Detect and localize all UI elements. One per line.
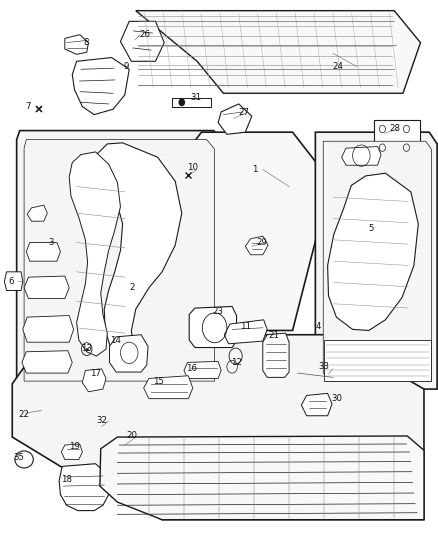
Polygon shape [82, 369, 106, 392]
Text: 32: 32 [96, 416, 107, 424]
Polygon shape [315, 132, 437, 389]
Text: 15: 15 [153, 377, 164, 385]
Polygon shape [26, 243, 60, 261]
Polygon shape [95, 143, 182, 356]
Text: 5: 5 [368, 224, 374, 232]
Polygon shape [224, 320, 267, 344]
Polygon shape [164, 132, 331, 330]
Polygon shape [263, 333, 289, 377]
Polygon shape [301, 393, 332, 416]
Polygon shape [24, 276, 69, 298]
Polygon shape [24, 140, 215, 381]
Text: 33: 33 [319, 362, 330, 371]
Text: 11: 11 [240, 322, 251, 330]
Polygon shape [4, 272, 23, 290]
Polygon shape [218, 104, 252, 134]
Text: 13: 13 [81, 344, 92, 352]
Polygon shape [120, 21, 164, 61]
Polygon shape [245, 236, 268, 255]
Text: 20: 20 [126, 432, 137, 440]
Polygon shape [12, 335, 424, 520]
Polygon shape [172, 98, 211, 107]
Text: 28: 28 [389, 125, 400, 133]
Text: 23: 23 [212, 308, 223, 316]
Polygon shape [17, 131, 223, 389]
Text: 16: 16 [186, 365, 197, 373]
Text: 19: 19 [69, 442, 80, 451]
Polygon shape [61, 444, 82, 459]
Text: 27: 27 [239, 109, 250, 117]
Polygon shape [328, 173, 418, 330]
Text: 31: 31 [191, 93, 201, 102]
Text: 2: 2 [129, 284, 135, 292]
Polygon shape [110, 335, 148, 372]
Text: 12: 12 [231, 358, 242, 367]
Text: 35: 35 [13, 453, 24, 462]
Text: 29: 29 [256, 238, 267, 247]
Polygon shape [65, 35, 88, 54]
Text: 26: 26 [139, 30, 150, 39]
Polygon shape [72, 58, 129, 115]
Text: 10: 10 [187, 164, 198, 172]
Text: 17: 17 [90, 369, 101, 377]
Polygon shape [374, 120, 420, 157]
Text: 14: 14 [110, 336, 121, 344]
Polygon shape [324, 340, 431, 381]
Polygon shape [22, 351, 72, 373]
Circle shape [179, 99, 184, 106]
Polygon shape [100, 436, 424, 520]
Polygon shape [323, 141, 431, 381]
Polygon shape [23, 316, 74, 342]
Text: 8: 8 [83, 38, 89, 47]
Text: 1: 1 [252, 165, 258, 174]
Text: 21: 21 [268, 332, 279, 340]
Text: 3: 3 [48, 238, 54, 247]
Text: 7: 7 [25, 102, 31, 111]
Polygon shape [342, 147, 381, 165]
Text: 4: 4 [315, 322, 321, 330]
Text: 30: 30 [331, 394, 342, 403]
Text: 24: 24 [332, 62, 343, 71]
Polygon shape [69, 152, 120, 356]
Text: 22: 22 [18, 410, 29, 419]
Polygon shape [184, 361, 221, 378]
Text: 18: 18 [61, 475, 72, 484]
Text: 6: 6 [9, 277, 14, 286]
Polygon shape [144, 376, 193, 399]
Text: 9: 9 [124, 62, 129, 71]
Polygon shape [59, 464, 109, 511]
Polygon shape [136, 11, 420, 93]
Polygon shape [27, 205, 47, 221]
Polygon shape [189, 306, 237, 348]
